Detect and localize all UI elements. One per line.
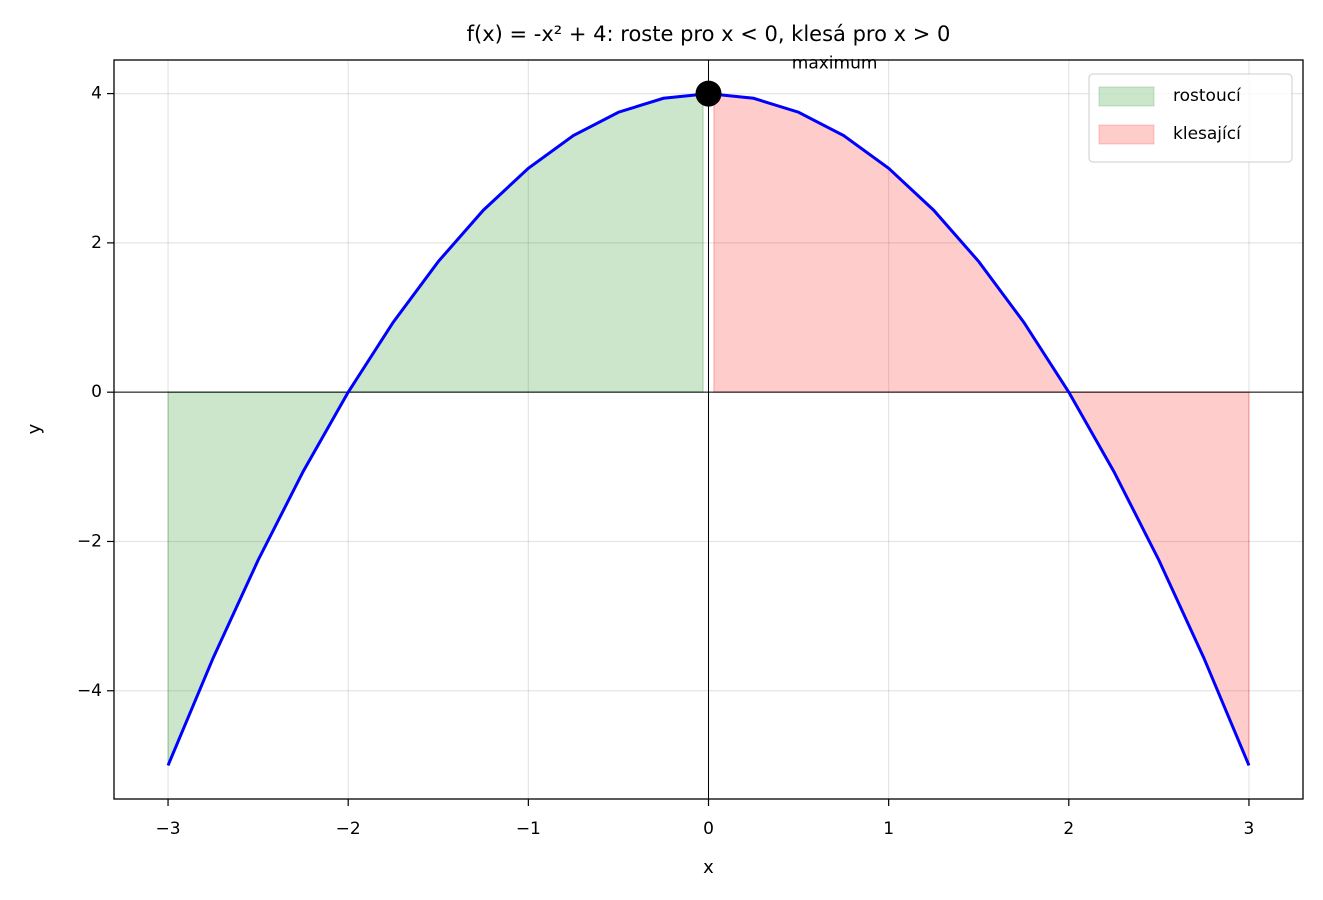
max-point: [695, 80, 722, 107]
x-tick-label: 2: [1063, 819, 1074, 839]
y-tick-label: 4: [91, 84, 102, 104]
y-tick-label: 2: [91, 233, 102, 253]
axes-frame: [113, 59, 1304, 800]
x-tick-label: −2: [336, 819, 361, 839]
chart-title: f(x) = -x² + 4: roste pro x < 0, klesá p…: [467, 22, 951, 46]
x-tick-label: 3: [1244, 819, 1255, 839]
legend-box: [1088, 73, 1293, 163]
legend-swatch: [1098, 86, 1155, 107]
x-axis-label: x: [703, 857, 714, 878]
legend-swatch: [1098, 124, 1155, 145]
x-tick-label: 1: [883, 819, 894, 839]
y-tick-label: 0: [91, 382, 102, 402]
x-tick-label: −3: [156, 819, 181, 839]
y-tick-label: −4: [77, 681, 102, 701]
x-tick-label: −1: [516, 819, 541, 839]
annotation: maximum: [792, 54, 878, 74]
fill-area: [167, 92, 704, 766]
fill-area: [713, 92, 1250, 766]
legend-label: klesající: [1173, 124, 1242, 144]
legend-label: rostoucí: [1173, 86, 1242, 106]
x-tick-label: 0: [703, 819, 714, 839]
y-axis-label: y: [24, 423, 45, 434]
y-tick-label: −2: [77, 531, 102, 551]
